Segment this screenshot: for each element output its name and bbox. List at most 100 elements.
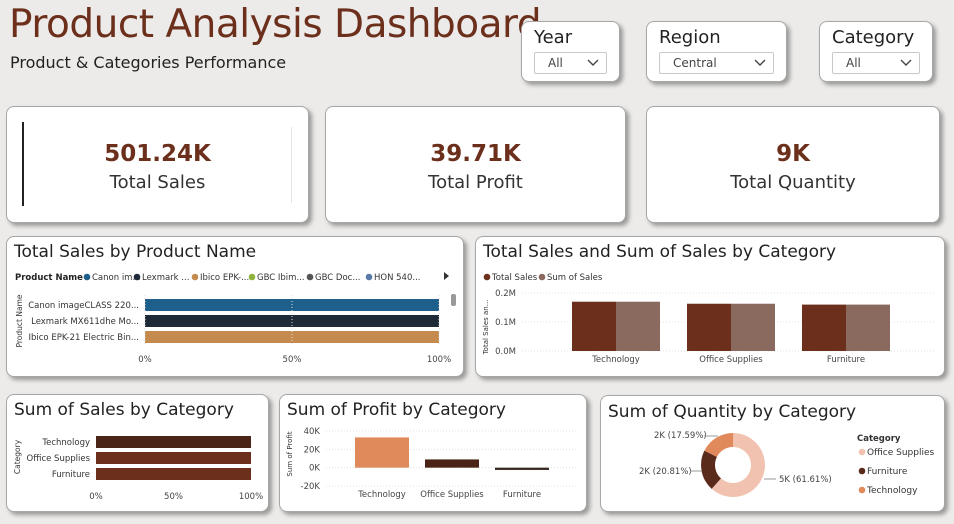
- y-tick-label: Ibico EPK-21 Electric Bin...: [29, 333, 140, 343]
- legend-item: Lexmark ...: [142, 273, 189, 283]
- chevron-down-icon: [754, 59, 766, 66]
- y-tick-label: 0.0M: [495, 347, 516, 357]
- bar: [687, 303, 731, 351]
- x-tick-label: Office Supplies: [699, 355, 763, 365]
- bar: [96, 452, 251, 464]
- category-dropdown-value: All: [846, 56, 861, 70]
- chart-profit-by-category: Sum of Profit by Category Sum of Profit -…: [279, 394, 587, 512]
- y-tick-label: 0.1M: [495, 318, 516, 328]
- bar: [145, 315, 439, 327]
- legend-title: Product Name: [15, 273, 83, 283]
- region-dropdown[interactable]: Central: [659, 52, 774, 74]
- chevron-down-icon: [587, 59, 599, 66]
- legend-marker: [483, 273, 491, 281]
- x-tick-label: Furniture: [503, 490, 541, 500]
- y-tick-label: Technology: [41, 438, 90, 448]
- chart-sales-and-sum-by-category: Total Sales and Sum of Sales by Category…: [475, 236, 945, 377]
- pie-slice: [711, 433, 765, 497]
- year-slicer: Year All: [521, 21, 620, 82]
- category-dropdown[interactable]: All: [832, 52, 920, 74]
- divider: [291, 127, 292, 203]
- y-tick-label: -20K: [301, 482, 321, 492]
- x-tick-label: Technology: [357, 490, 406, 500]
- bar: [616, 301, 660, 351]
- chart-sales-by-product: Total Sales by Product Name Product Name…: [6, 236, 464, 377]
- kpi-total-sales: 501.24K Total Sales: [6, 106, 309, 223]
- x-tick-label: 100%: [239, 492, 263, 502]
- chart-sum-sales-plot: Category Technology Office Supplies Furnitu…: [13, 436, 263, 502]
- kpi-total-profit: 39.71K Total Profit: [325, 106, 626, 223]
- kpi-label: Total Sales: [109, 172, 206, 193]
- legend-item: GBC Doc...: [315, 273, 360, 283]
- chart-sales-and-sum-plot: Total Sales Sum of Sales Total Sales an...…: [482, 273, 936, 365]
- chart-profit-plot: Sum of Profit -20K 0K 20K 40K Technology Offic…: [286, 427, 578, 500]
- legend-marker: [248, 273, 256, 281]
- legend-marker: [83, 273, 91, 281]
- chart-quantity-plot: 5K (61.61%) 2K (20.81%) 2K (17.59%) Categor…: [639, 431, 935, 497]
- bar: [355, 437, 409, 468]
- y-tick-label: Office Supplies: [27, 454, 91, 464]
- page-subtitle: Product & Categories Performance: [10, 53, 287, 72]
- kpi-total-quantity: 9K Total Quantity: [646, 106, 940, 223]
- chart-title: Sum of Sales by Category: [14, 400, 234, 420]
- scrollbar-thumb: [451, 294, 456, 306]
- y-axis-title: Total Sales an...: [482, 300, 490, 356]
- bar: [96, 436, 251, 448]
- legend-next-arrow: [444, 272, 449, 280]
- legend-marker: [858, 448, 866, 456]
- year-dropdown[interactable]: All: [534, 52, 607, 74]
- y-axis-title: Sum of Profit: [286, 431, 294, 476]
- x-tick-label: 50%: [283, 355, 302, 365]
- y-axis-title: Product Name: [15, 294, 24, 347]
- region-slicer: Region Central: [646, 21, 787, 82]
- bar: [96, 468, 251, 480]
- year-slicer-label: Year: [534, 27, 573, 48]
- x-tick-label: Office Supplies: [420, 490, 484, 500]
- region-slicer-label: Region: [659, 27, 721, 48]
- y-tick-label: Lexmark MX611dhe Mo...: [31, 317, 139, 327]
- bar: [572, 301, 616, 351]
- x-tick-label: 0%: [89, 492, 103, 502]
- y-tick-label: 0K: [309, 464, 320, 474]
- chart-title: Sum of Quantity by Category: [608, 402, 857, 422]
- data-label: 2K (17.59%): [654, 431, 707, 441]
- chevron-down-icon: [900, 59, 912, 66]
- chart-sum-sales-by-category: Sum of Sales by Category Category Technol…: [6, 394, 269, 512]
- legend-item: Ibico EPK-...: [200, 273, 249, 283]
- legend-marker: [365, 273, 373, 281]
- category-slicer-label: Category: [832, 27, 915, 48]
- selection-marker: [22, 122, 24, 206]
- data-label: 2K (20.81%): [639, 467, 692, 477]
- legend-item: HON 540...: [374, 273, 420, 283]
- pie-slice: [704, 433, 734, 457]
- kpi-value: 501.24K: [104, 141, 211, 167]
- y-axis-title: Category: [13, 439, 22, 474]
- legend-marker: [133, 273, 141, 281]
- kpi-value: 39.71K: [430, 141, 521, 167]
- kpi-value: 9K: [776, 141, 810, 167]
- page-title: Product Analysis Dashboard: [9, 2, 542, 47]
- legend-item: Furniture: [867, 467, 908, 477]
- category-slicer: Category All: [819, 21, 933, 82]
- legend-item: Technology: [866, 486, 918, 496]
- data-label: 5K (61.61%): [779, 475, 832, 485]
- legend-item: Total Sales: [491, 273, 538, 283]
- bar: [846, 304, 890, 351]
- legend-marker: [858, 486, 866, 494]
- x-tick-label: 50%: [164, 492, 183, 502]
- x-tick-label: 100%: [427, 355, 451, 365]
- legend-item: Sum of Sales: [547, 273, 603, 283]
- bar: [425, 459, 479, 468]
- y-tick-label: Furniture: [52, 470, 90, 480]
- legend-marker: [538, 273, 546, 281]
- legend-marker: [191, 273, 199, 281]
- chart-title: Total Sales by Product Name: [14, 242, 257, 262]
- legend-marker: [858, 467, 866, 475]
- y-tick-label: 0.2M: [495, 289, 516, 299]
- y-tick-label: Canon imageCLASS 220...: [28, 301, 139, 311]
- kpi-label: Total Quantity: [730, 172, 856, 193]
- chart-title: Total Sales and Sum of Sales by Category: [483, 242, 837, 262]
- chart-sales-by-product-plot: Product Name Canon im... Lexmark ... Ibico …: [15, 272, 456, 365]
- x-tick-label: 0%: [138, 355, 152, 365]
- pie-slice: [701, 450, 722, 489]
